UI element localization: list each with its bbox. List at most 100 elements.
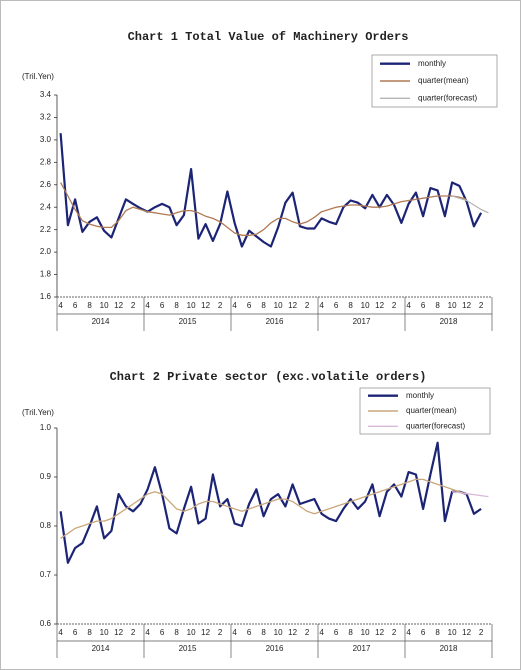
x-tick-label: 2 — [218, 628, 223, 637]
y-axis-label: (Tril.Yen) — [22, 72, 54, 81]
x-tick-label: 6 — [421, 301, 426, 310]
year-label: 2016 — [266, 644, 284, 653]
y-tick-label: 2.8 — [40, 157, 52, 166]
x-tick-label: 6 — [160, 301, 165, 310]
year-label: 2017 — [353, 644, 371, 653]
x-tick-label: 12 — [201, 628, 210, 637]
year-label: 2014 — [92, 317, 110, 326]
y-tick-label: 2.4 — [40, 202, 52, 211]
x-tick-label: 2 — [305, 301, 310, 310]
x-tick-label: 10 — [361, 301, 370, 310]
x-tick-label: 10 — [361, 628, 370, 637]
x-tick-label: 4 — [58, 301, 63, 310]
year-label: 2016 — [266, 317, 284, 326]
x-tick-label: 6 — [160, 628, 165, 637]
y-tick-label: 3.2 — [40, 113, 52, 122]
x-tick-label: 8 — [435, 301, 440, 310]
x-tick-label: 10 — [448, 301, 457, 310]
x-tick-label: 12 — [375, 301, 384, 310]
y-tick-label: 1.6 — [40, 292, 52, 301]
y-tick-label: 2.6 — [40, 180, 52, 189]
x-tick-label: 4 — [145, 628, 150, 637]
y-tick-label: 1.0 — [40, 423, 52, 432]
x-tick-label: 8 — [261, 628, 266, 637]
x-tick-label: 12 — [114, 628, 123, 637]
chart-title: Chart 1 Total Value of Machinery Orders — [128, 30, 409, 44]
x-tick-label: 2 — [218, 301, 223, 310]
y-tick-label: 0.8 — [40, 521, 52, 530]
x-tick-label: 10 — [274, 628, 283, 637]
x-tick-label: 12 — [114, 301, 123, 310]
year-label: 2015 — [179, 317, 197, 326]
x-tick-label: 6 — [73, 301, 78, 310]
y-tick-label: 2.0 — [40, 247, 52, 256]
x-tick-label: 2 — [131, 301, 136, 310]
year-label: 2018 — [440, 317, 458, 326]
legend-label: monthly — [406, 391, 434, 400]
x-tick-label: 2 — [479, 301, 484, 310]
x-tick-label: 6 — [334, 301, 339, 310]
x-tick-label: 12 — [288, 301, 297, 310]
x-tick-label: 4 — [319, 301, 324, 310]
y-tick-label: 3.4 — [40, 90, 52, 99]
series-line — [452, 491, 489, 498]
x-tick-label: 10 — [187, 301, 196, 310]
y-tick-label: 0.9 — [40, 472, 52, 481]
x-tick-label: 6 — [334, 628, 339, 637]
x-tick-label: 10 — [100, 628, 109, 637]
y-tick-label: 1.8 — [40, 270, 52, 279]
x-tick-label: 12 — [462, 628, 471, 637]
legend-label: quarter(forecast) — [406, 421, 465, 430]
x-tick-label: 4 — [232, 301, 237, 310]
x-tick-label: 2 — [392, 301, 397, 310]
series-line — [451, 195, 489, 214]
x-tick-label: 8 — [174, 628, 179, 637]
x-tick-label: 10 — [100, 301, 109, 310]
x-tick-label: 8 — [348, 301, 353, 310]
x-tick-label: 12 — [375, 628, 384, 637]
x-tick-label: 6 — [73, 628, 78, 637]
legend-label: quarter(mean) — [418, 76, 469, 85]
legend-label: quarter(forecast) — [418, 93, 477, 102]
series-line — [60, 182, 467, 236]
x-tick-label: 6 — [247, 301, 252, 310]
x-tick-label: 2 — [479, 628, 484, 637]
legend-label: monthly — [418, 59, 446, 68]
x-tick-label: 8 — [435, 628, 440, 637]
x-tick-label: 12 — [462, 301, 471, 310]
year-label: 2018 — [440, 644, 458, 653]
x-tick-label: 8 — [87, 301, 92, 310]
x-tick-label: 6 — [421, 628, 426, 637]
x-tick-label: 10 — [187, 628, 196, 637]
x-tick-label: 4 — [145, 301, 150, 310]
x-tick-label: 4 — [232, 628, 237, 637]
x-tick-label: 8 — [87, 628, 92, 637]
x-tick-label: 12 — [288, 628, 297, 637]
y-tick-label: 0.6 — [40, 619, 52, 628]
series-line — [60, 478, 467, 539]
x-tick-label: 10 — [448, 628, 457, 637]
x-tick-label: 2 — [131, 628, 136, 637]
x-tick-label: 12 — [201, 301, 210, 310]
x-tick-label: 8 — [348, 628, 353, 637]
y-tick-label: 2.2 — [40, 225, 52, 234]
legend-label: quarter(mean) — [406, 406, 457, 415]
x-tick-label: 6 — [247, 628, 252, 637]
year-label: 2015 — [179, 644, 197, 653]
x-tick-label: 10 — [274, 301, 283, 310]
y-tick-label: 0.7 — [40, 570, 52, 579]
y-axis-label: (Tril.Yen) — [22, 408, 54, 417]
x-tick-label: 2 — [305, 628, 310, 637]
x-tick-label: 8 — [174, 301, 179, 310]
x-tick-label: 4 — [319, 628, 324, 637]
x-tick-label: 4 — [58, 628, 63, 637]
x-tick-label: 8 — [261, 301, 266, 310]
series-line — [59, 441, 482, 564]
chart-title: Chart 2 Private sector (exc.volatile ord… — [110, 370, 427, 384]
year-label: 2014 — [92, 644, 110, 653]
x-tick-label: 2 — [392, 628, 397, 637]
y-tick-label: 3.0 — [40, 135, 52, 144]
